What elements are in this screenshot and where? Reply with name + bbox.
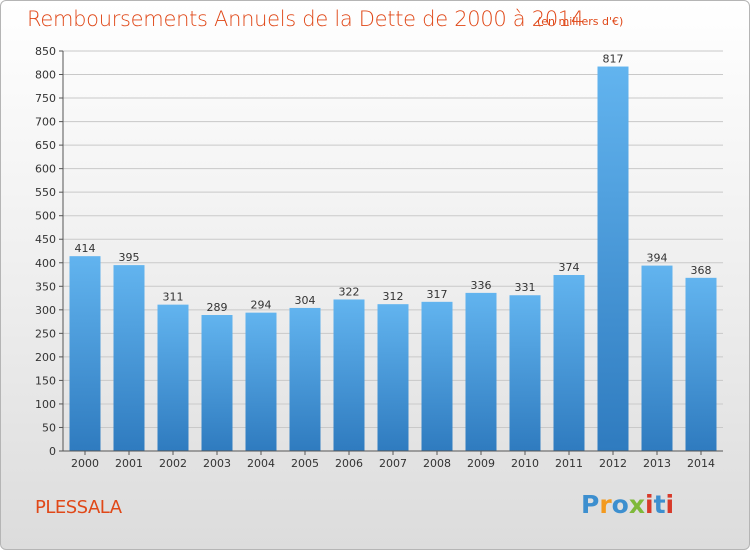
x-tick-label: 2002 (159, 457, 187, 470)
logo-letter: t (653, 490, 666, 519)
bar-value-label: 395 (119, 251, 140, 264)
logo-letter: P (581, 490, 600, 519)
y-tick-label: 300 (35, 304, 56, 317)
y-tick-label: 550 (35, 186, 56, 199)
logo-letter: x (628, 490, 645, 519)
chart-title: Remboursements Annuels de la Dette de 20… (27, 7, 584, 31)
x-tick-label: 2011 (555, 457, 583, 470)
bar-2011 (553, 275, 585, 451)
bar-value-label: 322 (339, 285, 360, 298)
logo-letter: i (645, 490, 654, 519)
y-tick-label: 100 (35, 398, 56, 411)
y-tick-label: 600 (35, 163, 56, 176)
y-tick-label: 650 (35, 139, 56, 152)
bar-2009 (465, 292, 497, 451)
commune-name: PLESSALA (35, 497, 122, 518)
bar-2007 (377, 304, 409, 451)
bar-value-label: 394 (647, 252, 668, 265)
bar-2014 (685, 277, 717, 451)
bar-value-label: 414 (75, 242, 96, 255)
y-tick-label: 50 (42, 421, 56, 434)
y-tick-label: 850 (35, 45, 56, 58)
proxiti-logo: Proxiti (581, 490, 674, 519)
x-tick-label: 2014 (687, 457, 715, 470)
axes: 0 50 100 150 200 250 300 350 400 450 500 550 600 650 7… (35, 45, 723, 470)
x-tick-label: 2004 (247, 457, 275, 470)
bar-2008 (421, 301, 453, 451)
y-tick-label: 500 (35, 210, 56, 223)
x-tick-label: 2000 (71, 457, 99, 470)
bar-value-label: 817 (603, 53, 624, 66)
bar-value-label: 368 (691, 264, 712, 277)
y-tick-label: 0 (49, 445, 56, 458)
y-tick-label: 200 (35, 351, 56, 364)
bar-2010 (509, 295, 541, 451)
bar-value-label: 317 (427, 288, 448, 301)
bar-value-label: 331 (515, 281, 536, 294)
bar-2001 (113, 265, 145, 451)
bar-value-label: 294 (251, 299, 272, 312)
bars (69, 66, 717, 451)
bar-2006 (333, 299, 365, 451)
bar-2002 (157, 304, 189, 451)
bar-2004 (245, 312, 277, 451)
bar-2000 (69, 256, 101, 451)
x-tick-label: 2009 (467, 457, 495, 470)
bar-2005 (289, 307, 321, 451)
x-tick-label: 2005 (291, 457, 319, 470)
y-tick-label: 250 (35, 327, 56, 340)
x-tick-label: 2013 (643, 457, 671, 470)
bar-2012 (597, 66, 629, 451)
y-tick-label: 450 (35, 233, 56, 246)
x-tick-label: 2008 (423, 457, 451, 470)
bar-value-label: 312 (383, 290, 404, 303)
bar-2013 (641, 265, 673, 451)
y-tick-label: 400 (35, 257, 56, 270)
y-tick-label: 700 (35, 116, 56, 129)
x-tick-label: 2007 (379, 457, 407, 470)
x-tick-label: 2001 (115, 457, 143, 470)
bar-value-label: 311 (163, 291, 184, 304)
logo-letter: r (599, 490, 612, 519)
bar-value-label: 374 (559, 261, 580, 274)
bar-value-label: 336 (471, 279, 492, 292)
y-tick-label: 350 (35, 280, 56, 293)
chart-subtitle: (en milliers d'€) (537, 15, 624, 28)
y-tick-label: 800 (35, 69, 56, 82)
x-tick-label: 2010 (511, 457, 539, 470)
bar-value-label: 289 (207, 301, 228, 314)
x-tick-label: 2003 (203, 457, 231, 470)
value-labels: 414 395 311 289 294 304 322 312 317 336 331 374 817 3… (75, 53, 712, 314)
logo-letter: o (611, 490, 629, 519)
bar-2003 (201, 315, 233, 451)
y-tick-label: 750 (35, 92, 56, 105)
y-tick-label: 150 (35, 374, 56, 387)
x-tick-label: 2006 (335, 457, 363, 470)
logo-letter: i (665, 490, 675, 519)
x-tick-label: 2012 (599, 457, 627, 470)
bar-value-label: 304 (295, 294, 316, 307)
